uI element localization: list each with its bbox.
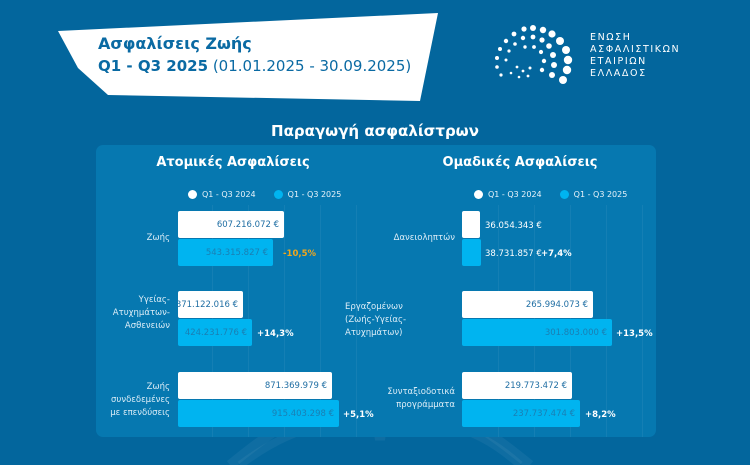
bar-2024 xyxy=(462,211,480,238)
label-line: με επενδύσεις xyxy=(110,408,170,418)
change-percent: -10,5% xyxy=(283,249,317,259)
legend-group: Q1 - Q3 2024 Q1 - Q3 2025 xyxy=(474,190,641,199)
bar-2025: 237.737.474 € xyxy=(462,400,580,427)
change-percent: +14,3% xyxy=(257,329,294,339)
label-line: Εργαζομένων xyxy=(345,302,403,312)
title-period-quarters: Q1 - Q3 2025 xyxy=(98,57,209,75)
bar-2024: 371.122.016 € xyxy=(175,291,243,318)
label-line: (Ζωής-Υγείας- xyxy=(345,315,407,325)
grid-line xyxy=(320,205,321,437)
bar-2025: 543.315.827 € xyxy=(178,239,273,266)
category-label: Εργαζομένων (Ζωής-Υγείας- Ατυχημάτων) xyxy=(345,301,450,340)
logo-line: ΕΤΑΙΡΙΩΝ xyxy=(590,56,647,67)
category-label: Συνταξιοδοτικά προγράμματα xyxy=(345,386,455,412)
page-title: Ασφαλίσεις Ζωής Q1 - Q3 2025 (01.01.2025… xyxy=(98,33,411,77)
change-percent: +7,4% xyxy=(541,249,572,259)
label-line: Ατυχημάτων- xyxy=(112,308,170,318)
title-banner xyxy=(58,13,438,101)
bar-value: 219.773.472 € xyxy=(504,380,567,391)
banner-shape xyxy=(58,13,438,101)
bar-value: 543.315.827 € xyxy=(205,247,268,258)
legend-label: Q1 - Q3 2024 xyxy=(202,190,256,199)
bar-value: 371.122.016 € xyxy=(175,299,238,310)
bar-2025: 424.231.776 € xyxy=(178,319,252,346)
group-title-individual: Ατομικές Ασφαλίσεις xyxy=(156,155,310,170)
label-line: Ζωής xyxy=(146,233,170,243)
label-line: προγράμματα xyxy=(396,400,455,410)
category-label: Υγείας- Ατυχημάτων- Ασθενειών xyxy=(60,294,170,333)
grid-line xyxy=(284,205,285,437)
label-line: Δανειοληπτών xyxy=(393,233,455,243)
category-label: Δανειοληπτών xyxy=(345,232,455,245)
logo-line: ΕΝΩΣΗ xyxy=(590,32,632,43)
title-period: Q1 - Q3 2025 (01.01.2025 - 30.09.2025) xyxy=(98,55,411,77)
title-period-dates: (01.01.2025 - 30.09.2025) xyxy=(212,57,412,75)
grid-line xyxy=(642,205,643,437)
legend-item-2024: Q1 - Q3 2024 xyxy=(188,190,256,199)
legend-item-2025: Q1 - Q3 2025 xyxy=(559,190,628,199)
dotted-arc-logo-icon xyxy=(495,25,573,84)
legend-dot-blue-icon xyxy=(273,190,283,199)
bar-2025: 301.803.000 € xyxy=(462,319,612,346)
category-label: Ζωής συνδεδεμένες με επενδύσεις xyxy=(60,381,170,420)
legend-item-2024: Q1 - Q3 2024 xyxy=(474,190,542,199)
bar-2024: 265.994.073 € xyxy=(462,291,593,318)
logo-line: ΕΛΛΑΔΟΣ xyxy=(590,68,647,79)
grid-line xyxy=(356,205,357,437)
label-line: συνδεδεμένες xyxy=(111,395,170,405)
logo: ΕΝΩΣΗ ΑΣΦΑΛΙΣΤΙΚΩΝ ΕΤΑΙΡΙΩΝ ΕΛΛΑΔΟΣ xyxy=(490,25,690,85)
legend-item-2025: Q1 - Q3 2025 xyxy=(273,190,342,199)
bar-value: 301.803.000 € xyxy=(544,327,607,338)
title-main: Ασφαλίσεις Ζωής xyxy=(98,34,252,53)
bar-value: 871.369.979 € xyxy=(264,380,327,391)
label-line: Συνταξιοδοτικά xyxy=(387,387,455,397)
bar-value: 607.216.072 € xyxy=(216,219,279,230)
change-percent: +5,1% xyxy=(343,410,374,420)
bar-value: 424.231.776 € xyxy=(184,327,247,338)
bar-2024: 871.369.979 € xyxy=(178,372,332,399)
legend-label: Q1 - Q3 2024 xyxy=(488,190,542,199)
legend-label: Q1 - Q3 2025 xyxy=(287,190,342,199)
bar-value: 237.737.474 € xyxy=(512,408,575,419)
legend-label: Q1 - Q3 2025 xyxy=(573,190,628,199)
label-line: Υγείας- xyxy=(138,295,170,305)
bar-2025 xyxy=(462,239,481,266)
logo-text: ΕΝΩΣΗ ΑΣΦΑΛΙΣΤΙΚΩΝ ΕΤΑΙΡΙΩΝ ΕΛΛΑΔΟΣ xyxy=(590,32,680,80)
bar-2024: 607.216.072 € xyxy=(178,211,284,238)
label-line: Ασθενειών xyxy=(124,321,170,331)
logo-line: ΑΣΦΑΛΙΣΤΙΚΩΝ xyxy=(590,44,681,55)
legend-individual: Q1 - Q3 2024 Q1 - Q3 2025 xyxy=(188,190,355,199)
bar-value: 38.731.857 € xyxy=(485,249,542,259)
legend-dot-white-icon xyxy=(188,190,197,199)
bar-value: 36.054.343 € xyxy=(485,221,542,231)
label-line: Ζωής xyxy=(146,382,170,392)
bar-2024: 219.773.472 € xyxy=(462,372,572,399)
group-title-group: Ομαδικές Ασφαλίσεις xyxy=(442,155,598,170)
bar-value: 915.403.298 € xyxy=(271,408,334,419)
bar-value: 265.994.073 € xyxy=(525,299,588,310)
bar-2025: 915.403.298 € xyxy=(178,400,339,427)
category-label: Ζωής xyxy=(60,232,170,245)
section-title: Παραγωγή ασφαλίστρων xyxy=(271,122,479,140)
change-percent: +8,2% xyxy=(585,410,616,420)
change-percent: +13,5% xyxy=(616,329,653,339)
legend-dot-blue-icon xyxy=(559,190,569,199)
label-line: Ατυχημάτων) xyxy=(345,328,403,338)
legend-dot-white-icon xyxy=(474,190,483,199)
